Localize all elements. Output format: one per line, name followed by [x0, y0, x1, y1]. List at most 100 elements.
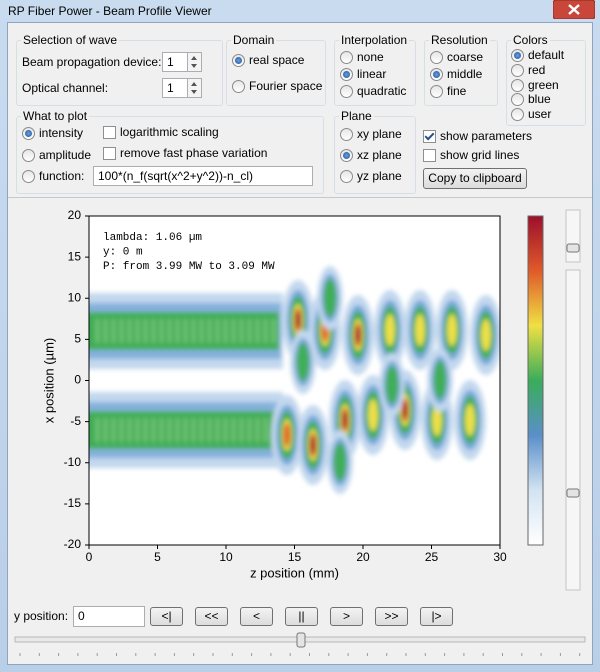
radio-button[interactable] — [232, 54, 245, 67]
slider-thumb[interactable] — [296, 632, 306, 648]
function-input[interactable]: 100*(n_f(sqrt(x^2+y^2))-n_cl) — [93, 166, 313, 186]
group-title: Domain — [231, 33, 277, 47]
checkbox[interactable] — [423, 149, 436, 162]
heatmap-spot — [385, 365, 399, 405]
beam-stripe — [136, 319, 139, 343]
beam-stripe — [216, 319, 219, 343]
x-tick-label: 30 — [493, 550, 507, 564]
heatmap-spot — [433, 360, 447, 400]
spin-buttons[interactable] — [188, 78, 202, 98]
radio-button[interactable] — [430, 85, 443, 98]
copy-button[interactable]: Copy to clipboard — [423, 168, 527, 189]
beam-stripe — [128, 319, 131, 343]
y-axis-label: x position (µm) — [41, 338, 56, 424]
radio-label[interactable]: linear — [357, 67, 387, 81]
checkbox-label[interactable]: show parameters — [440, 129, 533, 143]
radio-label[interactable]: default — [528, 48, 565, 62]
beam-stripe — [112, 319, 115, 343]
radio-label[interactable]: xy plane — [357, 127, 402, 141]
radio-button[interactable] — [511, 64, 524, 77]
radio-label[interactable]: coarse — [447, 50, 484, 64]
group-box: Selection of wave — [16, 33, 223, 106]
group-title: Plane — [339, 109, 374, 123]
spin-up[interactable] — [191, 56, 197, 60]
radio-button[interactable] — [340, 68, 353, 81]
radio-button[interactable] — [340, 51, 353, 64]
radio-label[interactable]: yz plane — [357, 169, 402, 183]
radio-label[interactable]: red — [528, 63, 546, 77]
y-position-input[interactable]: 0 — [73, 606, 145, 627]
beam-stripe — [232, 319, 235, 343]
beam-stripe — [224, 418, 227, 442]
beam-stripe — [240, 418, 243, 442]
heatmap-spot — [355, 326, 361, 344]
playback-button[interactable]: < — [240, 607, 273, 626]
radio-button[interactable] — [511, 93, 524, 106]
radio-button[interactable] — [430, 68, 443, 81]
radio-label[interactable]: Fourier space — [249, 79, 323, 93]
spin-buttons[interactable] — [188, 52, 202, 72]
radio-label[interactable]: user — [528, 107, 552, 121]
beam-stripe — [112, 418, 115, 442]
radio-label[interactable]: quadratic — [357, 84, 407, 98]
playback-button[interactable]: || — [285, 607, 318, 626]
checkbox[interactable] — [103, 126, 116, 139]
radio-label[interactable]: none — [357, 50, 384, 64]
radio-button[interactable] — [511, 49, 524, 62]
playback-button[interactable]: |> — [420, 607, 453, 626]
spin-up[interactable] — [191, 82, 197, 86]
checkbox-label[interactable]: show grid lines — [440, 148, 520, 162]
radio-label[interactable]: middle — [447, 67, 483, 81]
radio-label[interactable]: fine — [447, 84, 467, 98]
slider-track[interactable] — [565, 209, 581, 263]
radio-label[interactable]: xz plane — [357, 148, 402, 162]
radio-button[interactable] — [511, 108, 524, 121]
playback-button[interactable]: >> — [375, 607, 408, 626]
radio-button[interactable] — [340, 149, 353, 162]
playback-button[interactable]: << — [195, 607, 228, 626]
beam-stripe — [264, 418, 267, 442]
slider-track[interactable] — [565, 269, 581, 591]
radio-label[interactable]: function: — [39, 169, 85, 183]
slider-thumb[interactable] — [566, 243, 580, 253]
heatmap-spot — [333, 442, 347, 482]
checkbox-label[interactable]: remove fast phase variation — [120, 146, 268, 160]
beam-stripe — [144, 418, 147, 442]
spin-down[interactable] — [191, 64, 197, 68]
beam-stripe — [136, 418, 139, 442]
checkbox[interactable] — [423, 130, 436, 143]
close-button[interactable] — [553, 0, 595, 19]
x-axis-label: z position (mm) — [250, 565, 339, 580]
slider-thumb[interactable] — [566, 488, 580, 498]
radio-label[interactable]: blue — [528, 92, 551, 106]
spin-input[interactable]: 1 — [162, 78, 188, 98]
radio-dot — [343, 71, 350, 78]
group-box: Plane — [334, 109, 416, 194]
spin-input[interactable]: 1 — [162, 52, 188, 72]
beam-stripe — [96, 418, 99, 442]
radio-button[interactable] — [22, 170, 35, 183]
radio-button[interactable] — [340, 85, 353, 98]
beam-stripe — [208, 418, 211, 442]
radio-button[interactable] — [340, 170, 353, 183]
radio-dot — [343, 152, 350, 159]
group-title: Interpolation — [339, 33, 410, 47]
beam-stripe — [208, 319, 211, 343]
radio-label[interactable]: green — [528, 78, 559, 92]
checkbox[interactable] — [103, 147, 116, 160]
radio-button[interactable] — [430, 51, 443, 64]
radio-button[interactable] — [340, 128, 353, 141]
radio-button[interactable] — [22, 149, 35, 162]
spin-down[interactable] — [191, 90, 197, 94]
heatmap-spot — [296, 342, 310, 382]
radio-label[interactable]: amplitude — [39, 148, 92, 162]
radio-button[interactable] — [232, 80, 245, 93]
beam-stripe — [96, 319, 99, 343]
radio-label[interactable]: real space — [249, 53, 305, 67]
radio-label[interactable]: intensity — [39, 126, 84, 140]
radio-button[interactable] — [22, 127, 35, 140]
checkbox-label[interactable]: logarithmic scaling — [120, 125, 219, 139]
playback-button[interactable]: <| — [150, 607, 183, 626]
playback-button[interactable]: > — [330, 607, 363, 626]
radio-button[interactable] — [511, 79, 524, 92]
